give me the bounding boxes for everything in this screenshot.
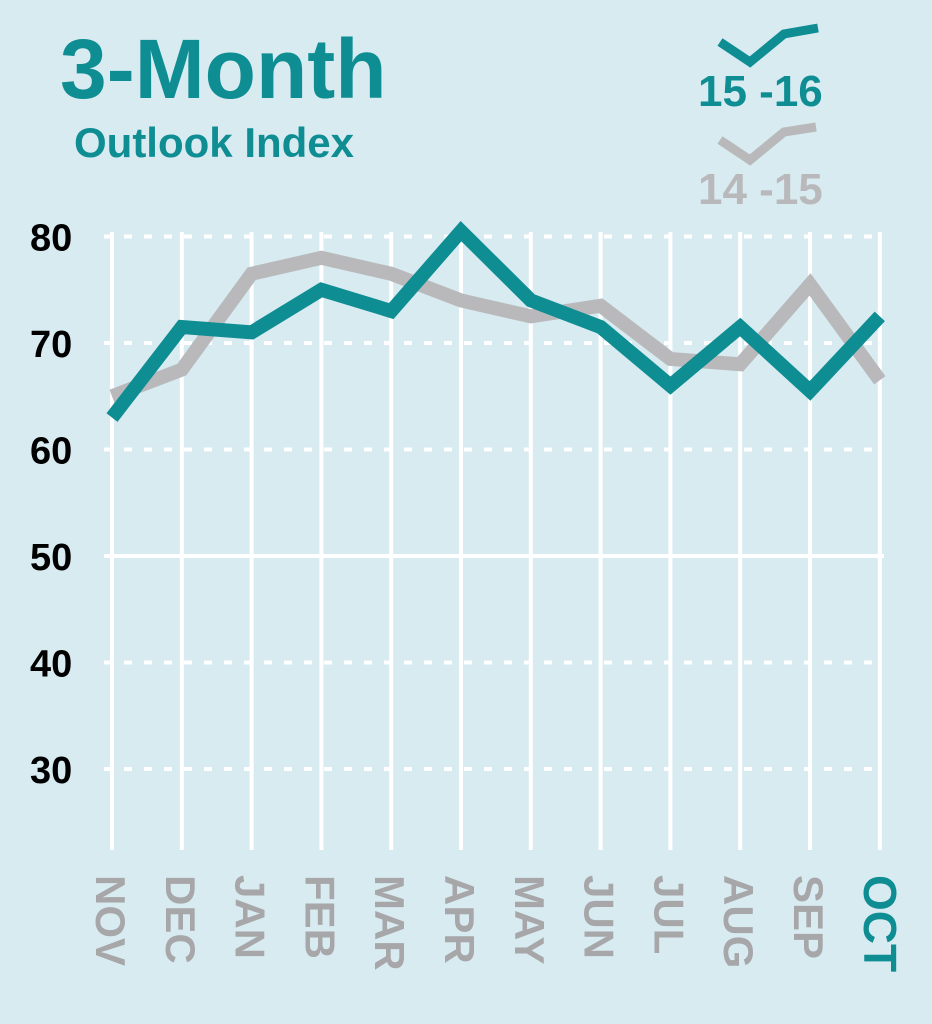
x-tick-label-jan: JAN [227,875,274,959]
legend-swatch-current [717,23,819,68]
x-tick-label-aug: AUG [715,875,762,968]
y-tick-label-30: 30 [30,750,72,792]
y-tick-label-70: 70 [30,324,72,366]
x-tick-label-apr: APR [436,875,483,964]
chart-subtitle: Outlook Index [74,119,355,166]
x-tick-label-feb: FEB [296,875,343,959]
x-tick-label-sep: SEP [785,875,832,959]
series-lines [106,220,886,422]
y-tick-label-60: 60 [30,431,72,473]
x-tick-label-dec: DEC [157,875,204,964]
legend: 15 -16 14 -15 [698,23,823,214]
y-tick-label-40: 40 [30,644,72,686]
x-tick-label-oct: OCT [854,875,906,972]
legend-swatch-previous [717,122,817,166]
x-tick-label-may: MAY [506,875,553,964]
x-axis-ticks: NOV DEC JAN FEB MAR APR MAY JUN JUL AUG SEP OCT [87,875,906,972]
chart-title: 3-Month [60,22,387,116]
y-axis-ticks: 30 40 50 60 70 80 [30,218,72,793]
y-tick-label-50: 50 [30,537,72,579]
y-tick-label-80: 80 [30,218,72,260]
x-tick-label-nov: NOV [87,875,134,966]
legend-label-current: 15 -16 [698,67,823,116]
x-tick-label-mar: MAR [366,875,413,971]
legend-label-previous: 14 -15 [698,165,823,214]
series-line-1 [106,220,885,422]
x-tick-label-jun: JUN [576,875,623,959]
x-tick-label-jul: JUL [645,875,692,954]
series-line-0 [109,250,886,403]
